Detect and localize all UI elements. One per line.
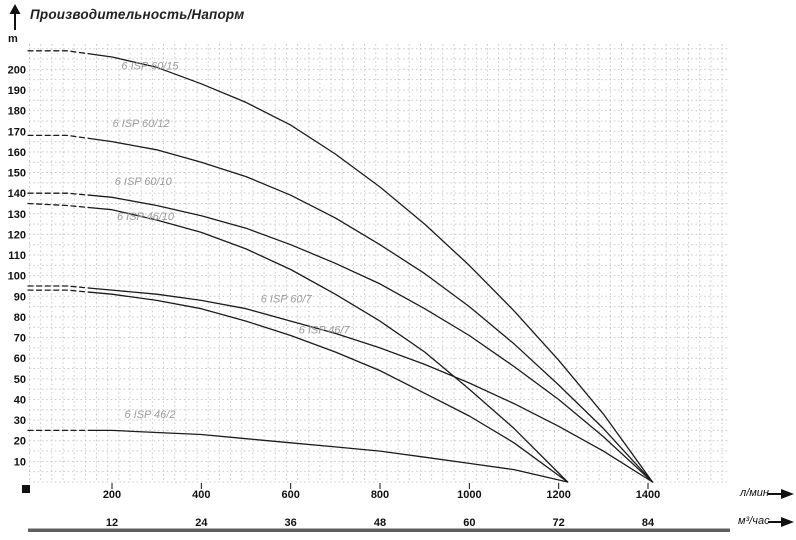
y-axis-labels: 10 20 30 40 50 60 70 80 90 100 110 120 130 140 150 160 1… <box>8 64 26 468</box>
x-axis-unit-l-min: л/мин <box>740 487 769 499</box>
axis-origin-square <box>22 485 30 493</box>
svg-text:190: 190 <box>8 85 26 97</box>
svg-text:180: 180 <box>8 106 26 118</box>
pump-curve-6-isp-60-12: 6 ISP 60/12 <box>27 118 654 483</box>
up-arrow-icon <box>9 4 21 30</box>
svg-text:90: 90 <box>14 291 26 303</box>
svg-text:1000: 1000 <box>457 489 481 501</box>
svg-text:12: 12 <box>106 517 118 529</box>
svg-text:110: 110 <box>8 250 26 262</box>
bottom-axis-bar <box>28 528 730 532</box>
svg-text:50: 50 <box>14 374 26 386</box>
svg-text:60: 60 <box>14 353 26 365</box>
pump-curve-6-isp-60-15: 6 ISP 60/15 <box>27 50 654 483</box>
svg-text:10: 10 <box>14 456 26 468</box>
svg-text:140: 140 <box>8 188 26 200</box>
right-arrow-icon <box>768 489 794 499</box>
svg-text:40: 40 <box>14 394 26 406</box>
svg-text:1400: 1400 <box>636 489 660 501</box>
svg-text:30: 30 <box>14 415 26 427</box>
pump-curve-6-isp-46-7: 6 ISP 46/7 <box>27 289 569 483</box>
curve-label-6-isp-46-2: 6 ISP 46/2 <box>124 409 175 421</box>
chart-title: Производительность/Напорм <box>30 7 245 22</box>
curve-label-6-isp-60-12: 6 ISP 60/12 <box>112 118 169 130</box>
svg-text:200: 200 <box>103 489 121 501</box>
x-axis-unit-m3-h: м³/час <box>738 515 770 527</box>
svg-text:24: 24 <box>195 517 208 529</box>
svg-text:60: 60 <box>463 517 475 529</box>
svg-text:80: 80 <box>14 312 26 324</box>
svg-text:130: 130 <box>8 209 26 221</box>
svg-text:1200: 1200 <box>546 489 570 501</box>
pump-curve-6-isp-60-7: 6 ISP 60/7 <box>27 285 654 483</box>
curve-label-6-isp-46-7: 6 ISP 46/7 <box>299 324 351 336</box>
curve-label-6-isp-46-10: 6 ISP 46/10 <box>117 211 175 223</box>
right-arrow-icon <box>768 517 794 527</box>
curve-label-6-isp-60-10: 6 ISP 60/10 <box>115 176 173 188</box>
curve-label-6-isp-60-7: 6 ISP 60/7 <box>261 294 313 306</box>
svg-text:150: 150 <box>8 168 26 180</box>
svg-text:800: 800 <box>371 489 389 501</box>
grid <box>29 44 730 483</box>
svg-text:120: 120 <box>8 229 26 241</box>
svg-text:600: 600 <box>281 489 299 501</box>
x-axis-labels: 200 12 400 24 600 36 800 48 1000 60 1200 72 1400 84 <box>103 483 660 529</box>
svg-text:160: 160 <box>8 147 26 159</box>
svg-text:20: 20 <box>14 436 26 448</box>
y-axis-unit-label: m <box>8 33 18 45</box>
svg-text:100: 100 <box>8 271 26 283</box>
pump-curve-6-isp-46-2: 6 ISP 46/2 <box>27 409 569 483</box>
pump-curve-6-isp-46-10: 6 ISP 46/10 <box>27 202 569 483</box>
svg-text:70: 70 <box>14 333 26 345</box>
curve-label-6-isp-60-15: 6 ISP 60/15 <box>121 60 179 72</box>
svg-text:84: 84 <box>642 517 655 529</box>
svg-text:200: 200 <box>8 64 26 76</box>
svg-text:36: 36 <box>285 517 297 529</box>
pump-curve-6-isp-60-10: 6 ISP 60/10 <box>27 176 654 483</box>
svg-text:400: 400 <box>192 489 210 501</box>
svg-text:170: 170 <box>8 126 26 138</box>
svg-text:72: 72 <box>553 517 565 529</box>
svg-text:48: 48 <box>374 517 386 529</box>
